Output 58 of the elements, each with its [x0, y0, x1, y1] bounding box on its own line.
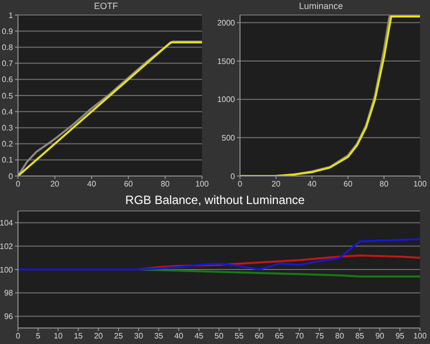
x-tick-label: 0 [238, 180, 243, 189]
x-tick-label: 65 [274, 332, 284, 341]
x-tick-label: 0 [16, 180, 21, 189]
y-tick-label: 1 [8, 10, 14, 20]
y-tick-label: 0.7 [2, 59, 14, 68]
y-tick-label: 0.2 [2, 140, 14, 149]
y-tick-label: 500 [222, 134, 236, 143]
y-tick-label: 0.3 [2, 124, 14, 133]
x-tick-label: 70 [294, 332, 304, 341]
y-tick-label: 100 [0, 265, 14, 274]
y-tick-label: 0.6 [2, 75, 14, 84]
chart-title: RGB Balance, without Luminance [124, 192, 306, 208]
x-tick-label: 40 [174, 332, 184, 341]
x-tick-label: 75 [315, 332, 324, 341]
x-tick-label: 30 [134, 332, 144, 341]
y-tick-label: 0.1 [2, 156, 14, 165]
line-series [18, 238, 420, 270]
x-tick-label: 80 [380, 180, 389, 189]
x-tick-label: 50 [214, 332, 224, 341]
chart-title: EOTF [93, 0, 119, 12]
y-tick-label: 102 [0, 242, 14, 251]
x-tick-label: 60 [254, 332, 264, 341]
x-tick-label: 15 [74, 332, 84, 341]
y-tick-label: 104 [0, 218, 14, 228]
x-tick-label: 100 [413, 180, 428, 189]
x-tick-label: 45 [194, 332, 204, 341]
x-tick-label: 20 [272, 180, 281, 189]
x-tick-label: 40 [87, 180, 97, 189]
y-tick-label: 98 [4, 288, 14, 298]
y-tick-label: 0.9 [2, 26, 14, 36]
x-tick-label: 0 [16, 332, 21, 341]
x-tick-label: 100 [413, 332, 428, 341]
x-tick-label: 20 [94, 332, 104, 341]
x-tick-label: 55 [234, 332, 244, 341]
x-tick-label: 25 [114, 332, 124, 341]
x-tick-label: 60 [344, 180, 353, 189]
y-tick-label: 0.4 [2, 107, 14, 116]
x-tick-label: 90 [375, 332, 385, 341]
x-tick-label: 95 [395, 332, 405, 341]
x-tick-label: 10 [54, 332, 64, 341]
y-tick-label: 2000 [217, 18, 236, 28]
y-tick-label: 0.8 [2, 43, 14, 52]
y-tick-label: 0 [8, 172, 14, 181]
x-tick-label: 40 [308, 180, 317, 189]
x-tick-label: 80 [160, 180, 170, 189]
y-tick-label: 96 [4, 312, 14, 322]
x-tick-label: 20 [50, 180, 60, 189]
chart-title: Luminance [298, 0, 344, 12]
y-tick-label: 1000 [217, 95, 236, 104]
x-tick-label: 60 [124, 180, 134, 189]
y-tick-label: 1500 [217, 56, 236, 66]
y-tick-label: 0.5 [2, 91, 14, 100]
x-tick-label: 80 [335, 332, 345, 341]
x-tick-label: 85 [355, 332, 365, 341]
x-tick-label: 5 [36, 332, 41, 341]
x-tick-label: 35 [154, 332, 164, 341]
x-tick-label: 100 [195, 180, 210, 189]
y-tick-label: 0 [230, 172, 236, 181]
